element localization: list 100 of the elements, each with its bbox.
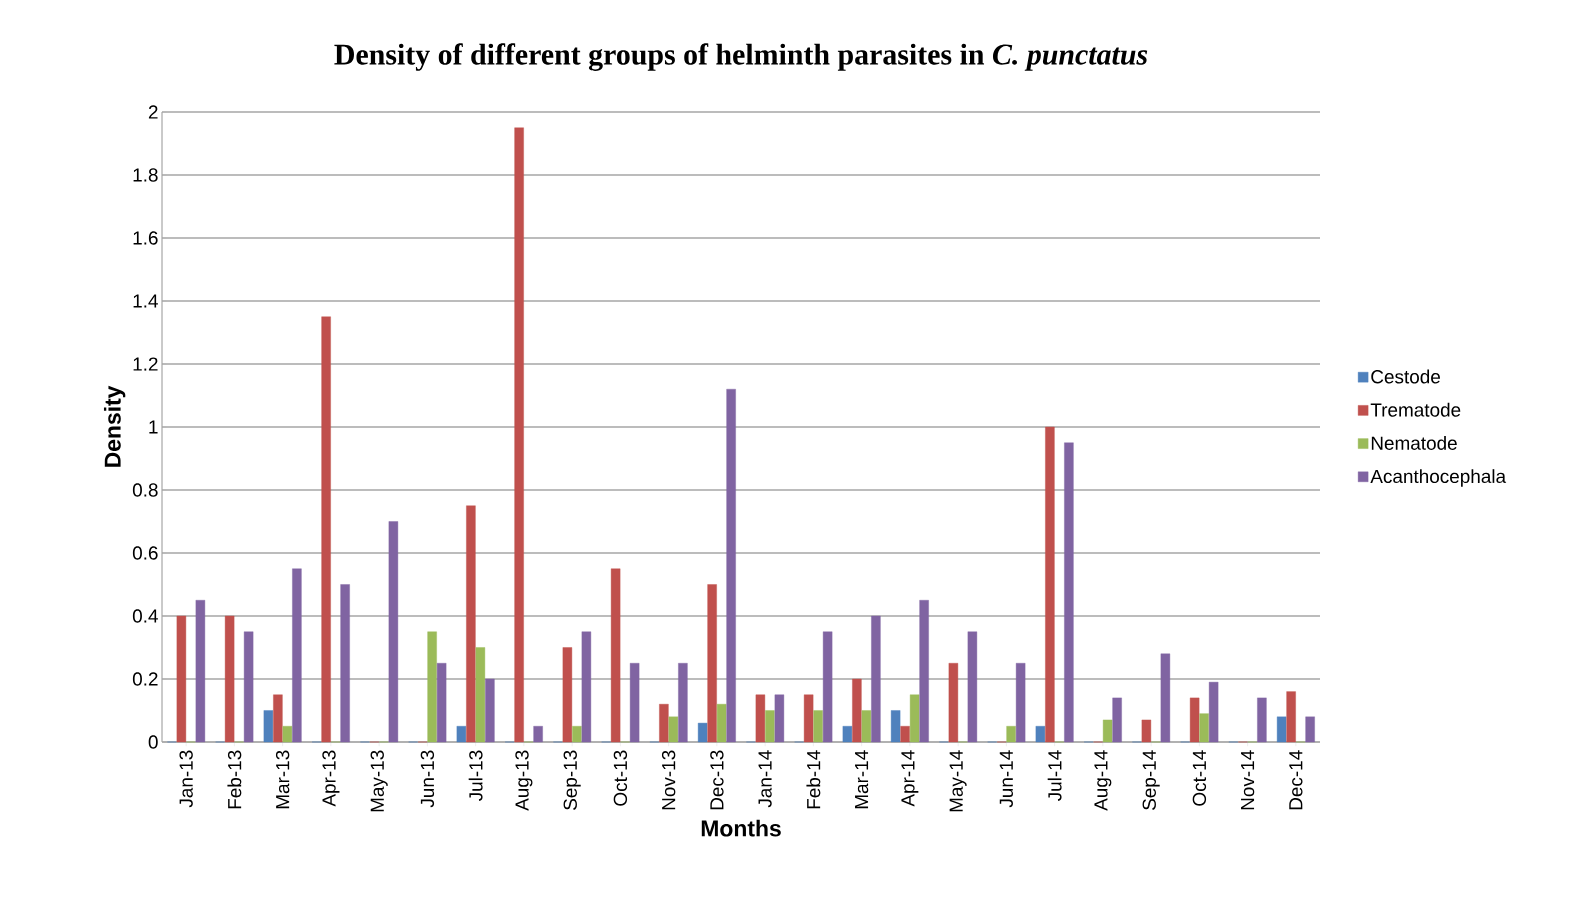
bar	[610, 568, 621, 743]
bar	[1257, 697, 1267, 743]
bar	[1035, 726, 1046, 743]
bar	[581, 631, 592, 743]
bar	[659, 704, 669, 743]
bar	[1189, 697, 1200, 743]
x-tick-label: Jul-14	[1047, 750, 1062, 802]
bar	[813, 710, 823, 743]
bar	[475, 647, 486, 743]
bar	[273, 694, 283, 743]
bar	[243, 631, 254, 743]
x-tick-label: Dec-14	[1289, 750, 1303, 810]
bar	[572, 726, 582, 743]
y-tick-label: 1	[149, 420, 158, 434]
x-tick-label: Feb-14	[806, 750, 821, 809]
bar	[321, 316, 331, 743]
bar	[909, 694, 920, 743]
bar	[436, 663, 447, 743]
x-tick-label: Mar-14	[855, 750, 869, 809]
y-tick-label: 1.2	[133, 357, 158, 371]
x-tick-label: Aug-13	[515, 750, 533, 811]
bar	[533, 726, 543, 743]
x-tick-label: Nov-14	[1241, 750, 1255, 810]
bar	[282, 726, 293, 743]
x-tick-label: Jun-14	[999, 750, 1013, 808]
legend-label: Trematode	[1370, 402, 1461, 417]
bar	[224, 615, 235, 743]
y-tick-label: 1.4	[133, 294, 158, 308]
bar	[967, 631, 978, 743]
bar	[456, 726, 467, 743]
y-tick-label: 0.8	[132, 483, 158, 497]
bar	[716, 704, 727, 743]
bar	[1112, 697, 1122, 743]
bar	[263, 710, 274, 743]
x-axis-title: Months	[701, 819, 781, 837]
y-tick-label: 0.2	[132, 672, 158, 686]
x-tick-label: Nov-13	[661, 750, 676, 810]
x-tick-label: Sep-14	[1142, 750, 1160, 810]
bar	[427, 631, 437, 743]
bar	[1064, 442, 1074, 743]
bar	[1208, 681, 1219, 743]
x-tick-label: Sep-13	[563, 750, 581, 810]
bar	[755, 694, 766, 743]
bar	[765, 710, 775, 743]
bar	[842, 726, 853, 743]
x-tick-label: May-14	[949, 750, 967, 812]
bar	[514, 127, 524, 743]
bar	[1006, 726, 1016, 743]
bar	[340, 584, 350, 743]
bar	[774, 694, 785, 743]
bar	[919, 600, 929, 743]
bar	[697, 722, 708, 743]
x-tick-label: Jan-13	[179, 750, 193, 808]
x-tick-label: Jul-13	[468, 750, 483, 802]
bar	[678, 663, 688, 743]
x-tick-label: May-13	[370, 750, 388, 812]
bar	[388, 521, 399, 743]
bar	[562, 647, 573, 743]
chart-title: Density of different groups of helminth parasites in C. punctatus	[334, 43, 1148, 71]
bar	[195, 600, 206, 743]
y-tick-label: 0.6	[132, 546, 158, 560]
bar	[1102, 719, 1113, 743]
y-tick-label: 2	[148, 105, 158, 119]
bar	[1141, 719, 1152, 743]
bar	[890, 710, 901, 743]
bar	[900, 726, 910, 743]
bar	[861, 710, 872, 743]
y-tick-label: 0.4	[132, 609, 158, 623]
y-axis-title: Density	[103, 385, 126, 467]
x-tick-label: Jan-14	[758, 750, 772, 808]
bar	[176, 615, 187, 743]
x-tick-label: Apr-14	[901, 750, 919, 807]
bar	[1286, 691, 1296, 743]
bar	[871, 615, 881, 743]
bar	[1199, 713, 1209, 743]
x-tick-label: Oct-14	[1192, 750, 1207, 806]
bar	[485, 678, 495, 743]
y-tick-label: 1.6	[133, 231, 158, 245]
x-tick-label: Feb-13	[227, 750, 242, 809]
bar	[707, 584, 717, 743]
bar	[1015, 663, 1026, 743]
x-tick-label: Aug-14	[1094, 750, 1112, 811]
y-tick-label: 1.8	[133, 168, 158, 182]
x-tick-label: Mar-13	[275, 750, 290, 809]
bar	[822, 631, 833, 743]
legend-label: Acanthocephala	[1370, 469, 1507, 487]
legend-label: Nematode	[1371, 435, 1457, 450]
x-tick-label: Jun-13	[420, 750, 435, 808]
bar	[1160, 653, 1171, 743]
bar	[466, 505, 476, 743]
bar	[668, 716, 679, 743]
y-tick-label: 0	[148, 735, 158, 749]
bar	[292, 568, 302, 743]
bar	[726, 388, 736, 743]
bar	[852, 678, 862, 743]
bar	[803, 694, 814, 743]
bar	[948, 663, 959, 743]
bar	[629, 663, 640, 743]
bar	[1276, 716, 1287, 743]
x-tick-label: Dec-13	[710, 750, 724, 810]
